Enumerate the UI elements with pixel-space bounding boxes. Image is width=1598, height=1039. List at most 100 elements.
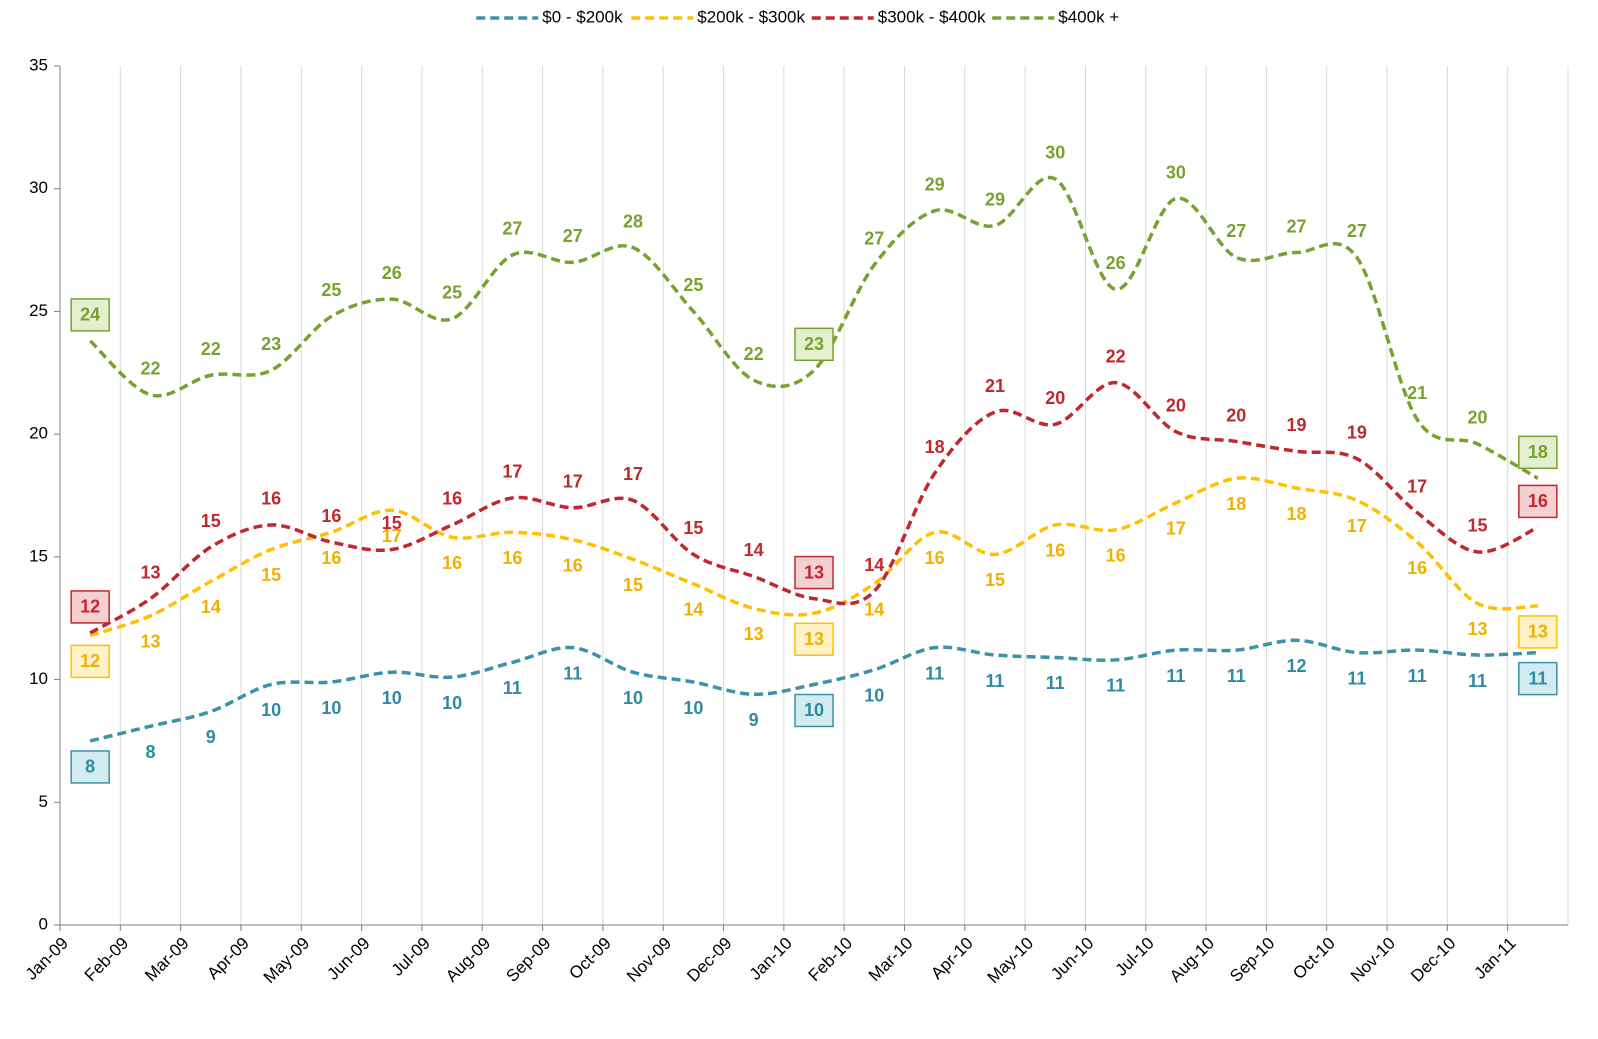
x-tick-label: Jul-09	[388, 934, 434, 980]
legend-label: $0 - $200k	[542, 7, 623, 26]
data-label: 27	[1287, 216, 1307, 236]
data-label: 15	[623, 575, 643, 595]
data-label: 11	[563, 663, 582, 683]
x-tick-label: Jan-10	[746, 934, 796, 984]
data-label: 11	[1347, 668, 1366, 688]
data-label: 11	[1227, 666, 1246, 686]
x-tick-label: Dec-09	[683, 934, 735, 986]
x-tick-label: Jun-10	[1047, 934, 1097, 984]
data-label: 17	[1347, 516, 1367, 536]
data-label: 18	[1287, 504, 1307, 524]
data-label: 14	[864, 600, 884, 620]
x-tick-label: Nov-10	[1347, 934, 1399, 986]
y-tick-label: 0	[39, 914, 48, 933]
data-label: 10	[321, 698, 341, 718]
data-label: 11	[1166, 666, 1185, 686]
data-label: 19	[1287, 415, 1307, 435]
y-tick-label: 15	[29, 546, 48, 565]
data-label: 12	[80, 651, 100, 671]
x-tick-label: Sep-10	[1226, 934, 1278, 986]
data-label: 11	[985, 671, 1004, 691]
data-label: 11	[503, 678, 522, 698]
data-label: 26	[1106, 253, 1126, 273]
x-tick-label: May-10	[984, 934, 1038, 988]
x-tick-label: Oct-10	[1289, 934, 1339, 984]
data-label: 29	[925, 175, 945, 195]
label-box	[794, 622, 834, 657]
data-label: 16	[1045, 541, 1065, 561]
label-box	[70, 644, 110, 679]
label-box	[794, 327, 834, 362]
data-label: 8	[145, 742, 155, 762]
data-label: 30	[1166, 162, 1186, 182]
data-label: 16	[925, 548, 945, 568]
data-label: 27	[1347, 221, 1367, 241]
data-label: 27	[864, 229, 884, 249]
data-label: 25	[683, 275, 703, 295]
data-label: 10	[382, 688, 402, 708]
label-box	[794, 693, 834, 728]
data-label: 16	[442, 489, 462, 509]
data-label: 15	[201, 511, 221, 531]
legend-label: $400k +	[1058, 7, 1119, 26]
x-tick-label: Feb-09	[81, 934, 133, 986]
x-tick-label: May-09	[260, 934, 314, 988]
data-label: 10	[864, 686, 884, 706]
data-label: 13	[1528, 622, 1548, 642]
data-label: 27	[1226, 221, 1246, 241]
data-label: 16	[502, 548, 522, 568]
x-tick-label: Jan-09	[22, 934, 72, 984]
data-label: 11	[1408, 666, 1427, 686]
data-label: 15	[261, 565, 281, 585]
x-tick-label: Sep-09	[502, 934, 554, 986]
label-box	[1518, 435, 1558, 470]
legend-label: $300k - $400k	[878, 7, 986, 26]
data-label: 30	[1045, 143, 1065, 163]
data-label: 13	[1468, 619, 1488, 639]
data-label: 17	[502, 462, 522, 482]
data-label: 16	[1106, 546, 1126, 566]
y-tick-label: 5	[39, 792, 48, 811]
data-label: 13	[804, 629, 824, 649]
data-label: 22	[1106, 346, 1126, 366]
y-tick-label: 30	[29, 178, 48, 197]
data-label: 17	[382, 526, 402, 546]
label-box	[1518, 615, 1558, 649]
data-label: 15	[1468, 516, 1488, 536]
data-label: 25	[442, 283, 462, 303]
x-tick-label: Feb-10	[805, 934, 857, 986]
legend-label: $200k - $300k	[697, 7, 805, 26]
data-label: 23	[261, 334, 281, 354]
data-label: 16	[563, 555, 583, 575]
data-label: 20	[1468, 408, 1488, 428]
data-label: 11	[925, 663, 944, 683]
data-label: 25	[321, 280, 341, 300]
data-label: 16	[1407, 558, 1427, 578]
data-label: 13	[744, 624, 764, 644]
label-box	[1518, 661, 1558, 696]
series-line	[88, 175, 1539, 480]
series-line	[89, 380, 1539, 635]
data-label: 19	[1347, 422, 1367, 442]
data-label: 15	[382, 513, 402, 533]
data-label: 8	[85, 757, 95, 777]
label-box	[70, 590, 110, 624]
data-label: 10	[623, 688, 643, 708]
data-label: 10	[442, 693, 462, 713]
data-label: 13	[804, 562, 824, 582]
x-tick-label: Jun-09	[323, 934, 373, 984]
x-tick-label: Mar-10	[865, 934, 917, 986]
data-label: 15	[985, 570, 1005, 590]
data-label: 22	[201, 339, 221, 359]
data-label: 9	[206, 727, 216, 747]
data-label: 11	[1106, 676, 1125, 696]
data-label: 16	[321, 506, 341, 526]
y-tick-label: 35	[29, 55, 48, 74]
x-tick-label: Apr-10	[927, 934, 977, 984]
data-label: 18	[1528, 442, 1548, 462]
x-tick-label: Nov-09	[623, 934, 675, 986]
data-label: 11	[1528, 668, 1547, 688]
data-label: 9	[749, 710, 759, 730]
data-label: 12	[1287, 656, 1307, 676]
data-label: 14	[683, 600, 703, 620]
